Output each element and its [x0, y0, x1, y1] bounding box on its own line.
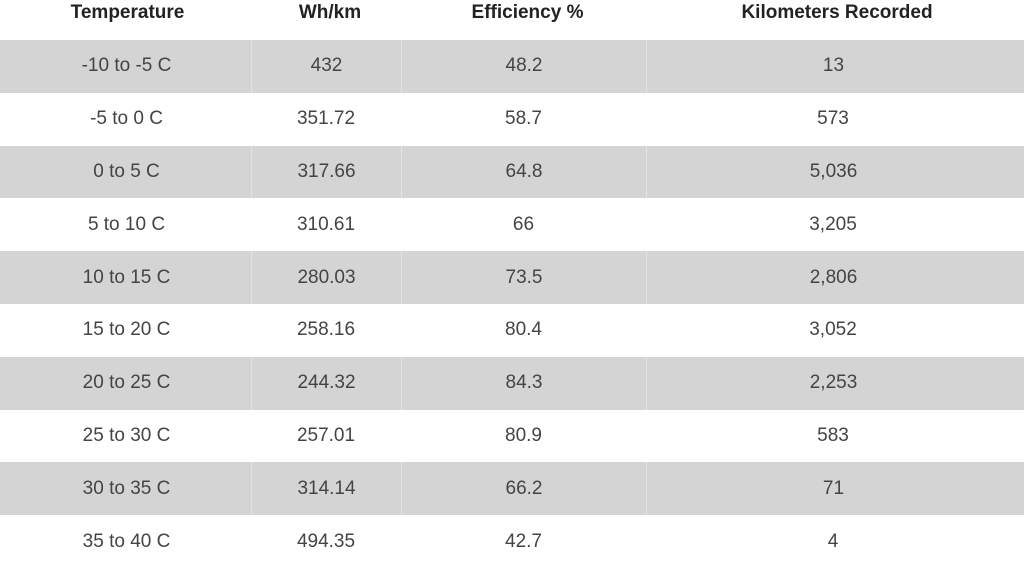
- cell-kilometers: 573: [817, 108, 849, 130]
- header-wh-km: Wh/km: [298, 2, 362, 23]
- cell-kilometers: 2,253: [646, 356, 1020, 410]
- cell-wh-km: 314.14: [251, 462, 401, 516]
- cell-efficiency: 66: [512, 213, 535, 235]
- table-row: 20 to 25 C 244.32 84.3 2,253: [0, 356, 1024, 410]
- cell-temperature: -5 to 0 C: [90, 108, 163, 130]
- cell-wh-km: 258.16: [296, 319, 356, 341]
- table-row: 10 to 15 C 280.03 73.5 2,806: [0, 251, 1024, 304]
- header-efficiency: Efficiency %: [471, 2, 584, 23]
- table-row: 30 to 35 C 314.14 66.2 71: [0, 462, 1024, 516]
- cell-kilometers: 13: [646, 40, 1020, 93]
- cell-wh-km: 280.03: [251, 251, 401, 304]
- table-row: 35 to 40 C 494.35 42.7 4: [0, 515, 1024, 568]
- cell-efficiency: 48.2: [401, 40, 646, 93]
- cell-wh-km: 494.35: [296, 530, 356, 552]
- cell-wh-km: 351.72: [296, 108, 356, 130]
- header-temperature: Temperature: [70, 2, 185, 23]
- cell-temperature: 25 to 30 C: [82, 424, 171, 446]
- cell-wh-km: 244.32: [251, 356, 401, 410]
- cell-efficiency: 73.5: [401, 251, 646, 304]
- cell-efficiency: 58.7: [505, 108, 542, 130]
- cell-wh-km: 310.61: [296, 213, 356, 235]
- table-row: -10 to -5 C 432 48.2 13: [0, 40, 1024, 93]
- cell-efficiency: 80.9: [505, 424, 542, 446]
- cell-temperature: 5 to 10 C: [87, 213, 166, 235]
- cell-kilometers: 5,036: [646, 145, 1020, 199]
- table-header-row: Temperature Wh/km Efficiency % Kilometer…: [0, 0, 1024, 40]
- cell-temperature: -10 to -5 C: [81, 55, 172, 77]
- cell-kilometers: 71: [646, 462, 1020, 516]
- cell-efficiency: 64.8: [401, 145, 646, 199]
- cell-wh-km: 257.01: [296, 424, 356, 446]
- cell-efficiency: 66.2: [401, 462, 646, 516]
- table-row: -5 to 0 C 351.72 58.7 573: [0, 93, 1024, 146]
- table-row: 15 to 20 C 258.16 80.4 3,052: [0, 304, 1024, 357]
- cell-temperature: 10 to 15 C: [82, 266, 171, 288]
- cell-wh-km: 317.66: [251, 145, 401, 199]
- cell-kilometers: 3,052: [809, 319, 857, 341]
- cell-efficiency: 42.7: [505, 530, 542, 552]
- cell-kilometers: 4: [827, 530, 839, 552]
- table-row: 0 to 5 C 317.66 64.8 5,036: [0, 145, 1024, 199]
- data-table: Temperature Wh/km Efficiency % Kilometer…: [0, 0, 1024, 552]
- cell-temperature: 15 to 20 C: [82, 319, 171, 341]
- table-row: 5 to 10 C 310.61 66 3,205: [0, 198, 1024, 251]
- cell-temperature: 0 to 5 C: [93, 160, 160, 182]
- header-kilometers-recorded: Kilometers Recorded: [741, 2, 933, 23]
- cell-kilometers: 3,205: [809, 213, 857, 235]
- cell-temperature: 20 to 25 C: [82, 372, 171, 394]
- cell-efficiency: 80.4: [505, 319, 542, 341]
- cell-temperature: 35 to 40 C: [82, 530, 171, 552]
- table-row: 25 to 30 C 257.01 80.9 583: [0, 410, 1024, 463]
- cell-temperature: 30 to 35 C: [82, 477, 171, 499]
- cell-kilometers: 2,806: [646, 251, 1020, 304]
- cell-kilometers: 583: [817, 424, 849, 446]
- cell-wh-km: 432: [251, 40, 401, 93]
- cell-efficiency: 84.3: [401, 356, 646, 410]
